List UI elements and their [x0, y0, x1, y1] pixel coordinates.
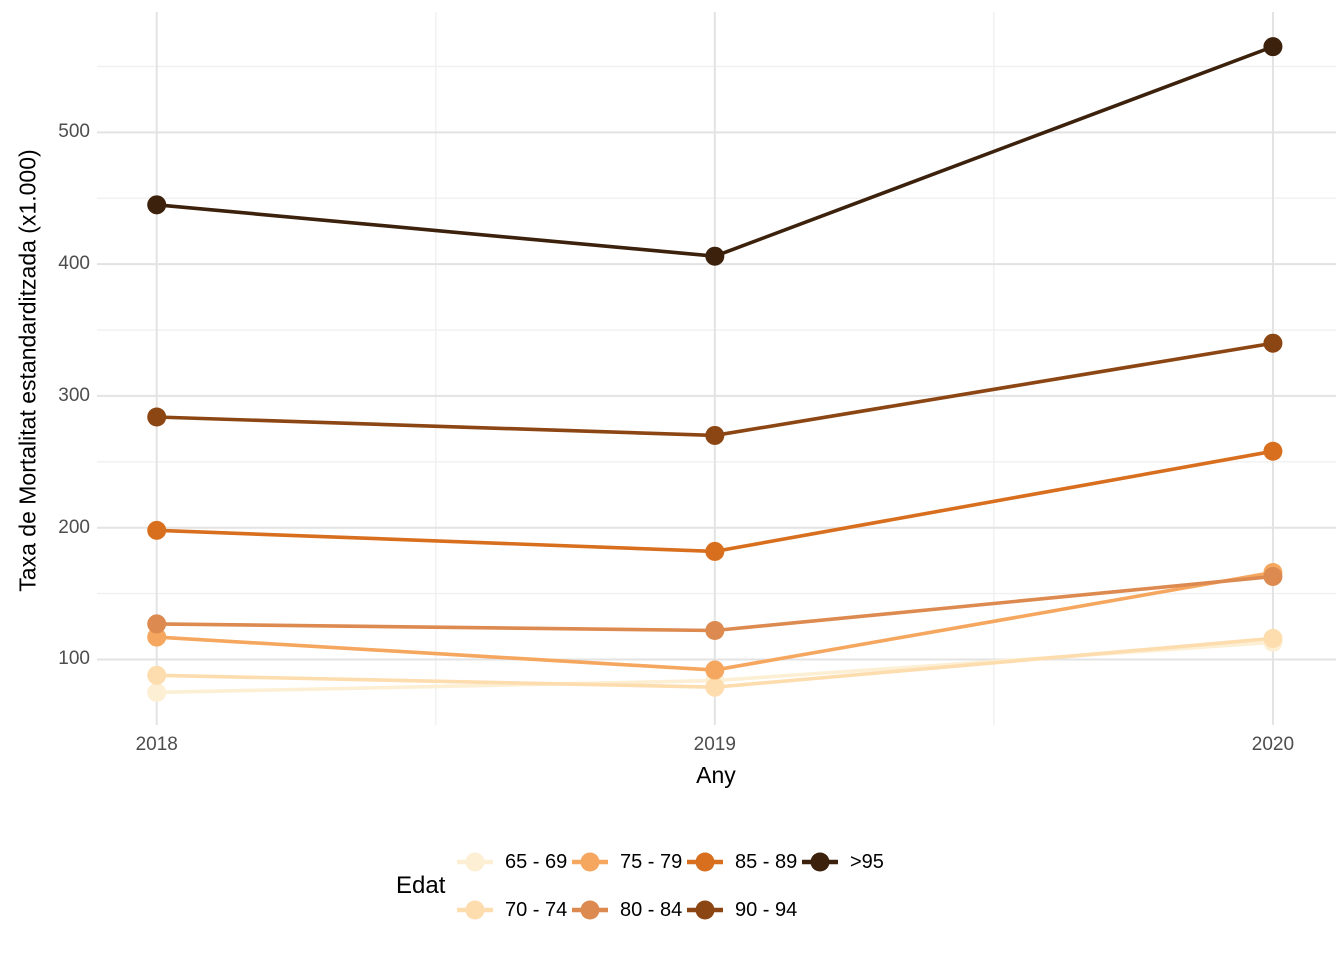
data-point — [147, 195, 167, 215]
y-tick-label: 200 — [58, 516, 90, 538]
legend-item: 80 - 84 — [571, 895, 682, 925]
data-point — [1263, 441, 1283, 461]
data-point — [1263, 566, 1283, 586]
data-point — [705, 677, 725, 697]
legend-label: 65 - 69 — [505, 850, 568, 873]
legend-label: 85 - 89 — [735, 850, 798, 873]
data-point — [147, 627, 167, 647]
data-point — [147, 682, 167, 702]
legend-label: 90 - 94 — [735, 898, 798, 921]
legend-label: 80 - 84 — [620, 898, 683, 921]
y-tick-label: 300 — [58, 384, 90, 406]
legend-key-icon — [457, 852, 493, 872]
y-tick-label: 400 — [58, 253, 90, 275]
data-point — [705, 541, 725, 561]
x-tick-label: 2018 — [135, 734, 178, 755]
data-point — [705, 246, 725, 266]
data-point — [147, 614, 167, 634]
data-point — [705, 425, 725, 445]
data-point — [1263, 37, 1283, 57]
y-tick-label: 100 — [58, 648, 90, 670]
legend-title: Edat — [396, 872, 446, 899]
legend-item: 90 - 94 — [686, 895, 797, 925]
legend-item: 85 - 89 — [686, 847, 797, 877]
legend-label: 70 - 74 — [505, 898, 568, 921]
legend: Edat 65 - 69 70 - 74 75 - 79 80 - 84 85 - 89… — [0, 0, 1344, 921]
legend-label: 75 - 79 — [620, 850, 683, 873]
legend-key-icon — [572, 900, 608, 920]
legend-item: >95 — [801, 847, 884, 877]
data-point — [705, 660, 725, 680]
y-tick-label: 500 — [58, 121, 90, 143]
data-point — [147, 520, 167, 540]
x-tick-label: 2019 — [693, 734, 736, 755]
data-point — [147, 665, 167, 685]
y-axis-title: Taxa de Mortalitat estandarditzada (x1.0… — [14, 149, 41, 592]
legend-key-icon — [802, 852, 838, 872]
legend-key-icon — [687, 852, 723, 872]
legend-item: 70 - 74 — [456, 895, 567, 925]
legend-item: 75 - 79 — [571, 847, 682, 877]
x-axis-title: Any — [696, 762, 736, 788]
legend-key-icon — [572, 852, 608, 872]
legend-item: 65 - 69 — [456, 847, 567, 877]
data-point — [1263, 628, 1283, 648]
data-point — [147, 407, 167, 427]
legend-key-icon — [687, 900, 723, 920]
x-tick-label: 2020 — [1251, 734, 1295, 755]
legend-key-icon — [457, 900, 493, 920]
data-point — [1263, 333, 1283, 353]
legend-label: >95 — [850, 850, 884, 873]
data-point — [705, 621, 725, 641]
